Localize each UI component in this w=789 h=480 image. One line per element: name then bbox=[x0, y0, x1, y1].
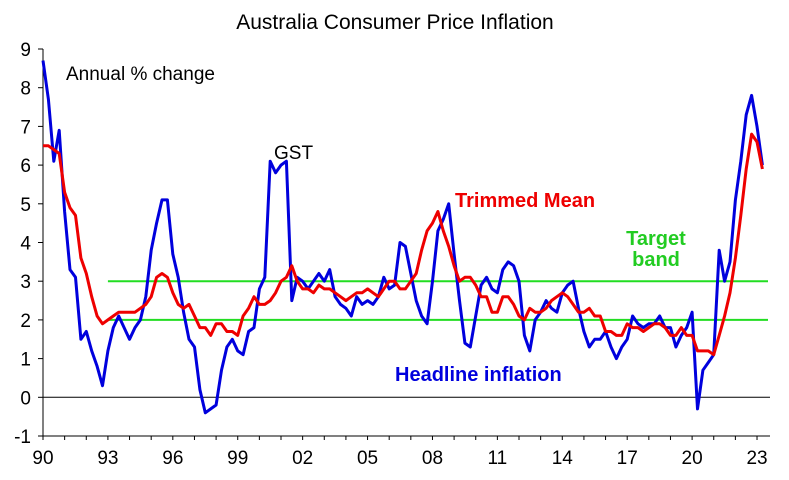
y-tick-label: 7 bbox=[20, 117, 31, 138]
y-tick-label: 2 bbox=[20, 311, 31, 332]
y-tick-label: 0 bbox=[20, 388, 31, 409]
x-tick-label: 96 bbox=[162, 448, 183, 469]
x-tick-label: 99 bbox=[227, 448, 248, 469]
y-tick-label: 9 bbox=[20, 40, 31, 61]
y-tick-label: 5 bbox=[20, 195, 31, 216]
trimmed-line bbox=[43, 132, 764, 357]
y-tick-label: 6 bbox=[20, 156, 31, 177]
gst-annotation: GST bbox=[274, 143, 313, 164]
y-tick-label: 1 bbox=[20, 350, 31, 371]
units-label: Annual % change bbox=[66, 64, 215, 85]
chart-title: Australia Consumer Price Inflation bbox=[236, 11, 553, 34]
trimmed-mean-label: Trimmed Mean bbox=[455, 190, 595, 212]
y-tick-label: 4 bbox=[20, 234, 31, 255]
x-tick-label: 05 bbox=[357, 448, 378, 469]
target-label-line1: Target bbox=[626, 228, 686, 250]
x-tick-label: 11 bbox=[488, 448, 508, 469]
y-tick-label: 3 bbox=[20, 272, 31, 293]
x-tick-label: 20 bbox=[682, 448, 703, 469]
target-label-line2: band bbox=[632, 249, 680, 271]
x-tick-label: 93 bbox=[97, 448, 118, 469]
x-tick-label: 90 bbox=[32, 448, 53, 469]
x-tick-label: 17 bbox=[617, 448, 638, 469]
x-tick-label: 14 bbox=[552, 448, 574, 469]
x-tick-label: 02 bbox=[292, 448, 313, 469]
headline-line bbox=[41, 60, 764, 415]
x-tick-label: 23 bbox=[746, 448, 767, 469]
y-tick-label: 8 bbox=[20, 79, 31, 100]
x-tick-label: 08 bbox=[422, 448, 443, 469]
y-tick-label: -1 bbox=[14, 427, 31, 448]
headline-inflation-label: Headline inflation bbox=[395, 364, 562, 386]
